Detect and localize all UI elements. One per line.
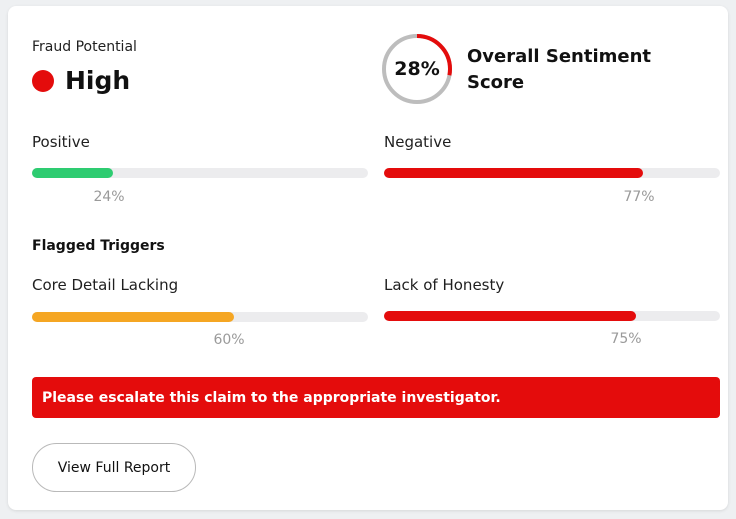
sentiment-score-value: 28% — [394, 58, 440, 80]
flagged-triggers-title: Flagged Triggers — [32, 238, 165, 254]
core-detail-bar-track — [32, 312, 368, 322]
core-detail-bar-fill — [32, 312, 234, 322]
sentiment-ring-progress — [382, 34, 452, 104]
view-full-report-button[interactable]: View Full Report — [32, 443, 196, 492]
core-detail-label: Core Detail Lacking — [32, 276, 179, 294]
fraud-potential-label: Fraud Potential — [32, 39, 137, 55]
sentiment-ring — [382, 34, 452, 104]
positive-bar-track — [32, 168, 368, 178]
honesty-label: Lack of Honesty — [384, 276, 505, 294]
sentiment-gauge: 28% — [381, 33, 453, 105]
sentiment-score-title: Overall Sentiment Score — [467, 46, 652, 93]
honesty-bar-track — [384, 311, 720, 321]
fraud-potential-level: High — [32, 66, 130, 95]
negative-bar-track — [384, 168, 720, 178]
positive-label: Positive — [32, 133, 90, 151]
escalation-alert: Please escalate this claim to the approp… — [32, 377, 720, 418]
negative-percent: 77% — [623, 189, 655, 205]
fraud-level-text: High — [65, 66, 131, 95]
fraud-summary-card: Fraud Potential High 28% Overall Sentime… — [8, 6, 728, 510]
honesty-bar-fill — [384, 311, 636, 321]
negative-label: Negative — [384, 133, 452, 151]
core-detail-percent: 60% — [213, 332, 245, 348]
positive-percent: 24% — [93, 189, 125, 205]
honesty-percent: 75% — [610, 331, 642, 347]
negative-bar-fill — [384, 168, 643, 178]
fraud-indicator-dot-icon — [32, 69, 54, 92]
positive-bar-fill — [32, 168, 113, 178]
